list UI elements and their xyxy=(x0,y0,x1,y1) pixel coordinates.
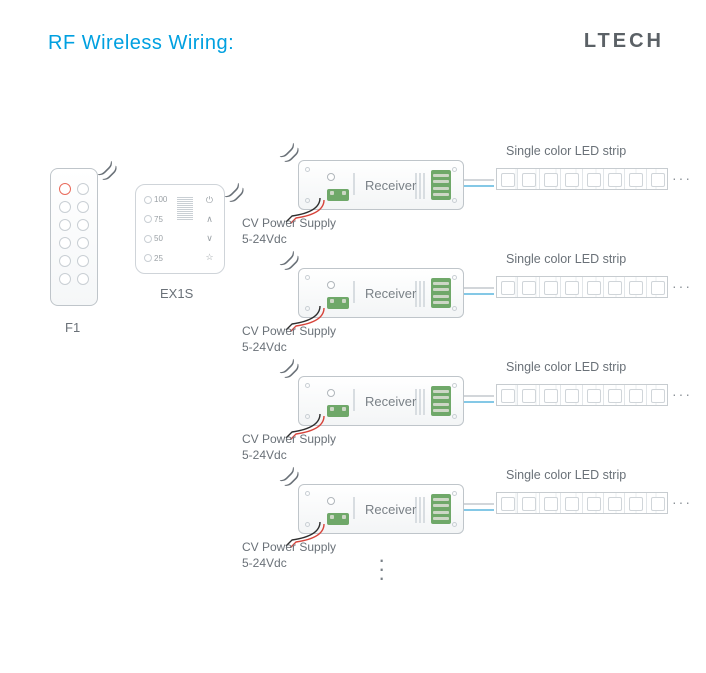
power-supply-label: CV Power Supply5-24Vdc xyxy=(242,540,336,571)
power-port xyxy=(327,189,349,201)
led-strip xyxy=(496,168,668,190)
power-port xyxy=(327,405,349,417)
led-strip-label: Single color LED strip xyxy=(506,360,626,374)
receiver-label: Receiver xyxy=(365,178,416,193)
led-strip-label: Single color LED strip xyxy=(506,252,626,266)
continuation-dots: ··· xyxy=(672,278,692,294)
panel-num: 25 xyxy=(144,254,167,263)
continuation-dots: ··· xyxy=(672,386,692,402)
continuation-dots: ··· xyxy=(672,170,692,186)
receiver-unit: Receiver xyxy=(298,268,464,318)
brand-logo: LTECH xyxy=(584,30,664,53)
diagram-title: RF Wireless Wiring: xyxy=(48,32,234,55)
led-strip xyxy=(496,276,668,298)
receiver-label: Receiver xyxy=(365,286,416,301)
led-strip-label: Single color LED strip xyxy=(506,144,626,158)
receiver-label: Receiver xyxy=(365,394,416,409)
output-port xyxy=(431,494,451,524)
panel-sym: ☆ xyxy=(203,252,216,263)
panel-sym: ∨ xyxy=(203,233,216,244)
panel-sym: ⏻ xyxy=(203,195,216,206)
signal-wire xyxy=(464,498,496,527)
panel-num: 75 xyxy=(144,215,167,224)
led-strip xyxy=(496,492,668,514)
vertical-ellipsis: ··· xyxy=(378,556,385,582)
power-supply-label: CV Power Supply5-24Vdc xyxy=(242,324,336,355)
continuation-dots: ··· xyxy=(672,494,692,510)
output-port xyxy=(431,386,451,416)
led-strip xyxy=(496,384,668,406)
panel-num: 100 xyxy=(144,195,167,204)
power-port xyxy=(327,297,349,309)
wifi-icon: ⟯⟯ xyxy=(96,159,122,185)
receiver-unit: Receiver xyxy=(298,484,464,534)
power-supply-label: CV Power Supply5-24Vdc xyxy=(242,216,336,247)
panel-num: 50 xyxy=(144,234,167,243)
power-port xyxy=(327,513,349,525)
receiver-label: Receiver xyxy=(365,502,416,517)
panel-label: EX1S xyxy=(160,286,193,301)
remote-label: F1 xyxy=(65,320,80,335)
panel-ex1s: 100 75 50 25 ⏻ ∧ ∨ ☆ xyxy=(135,184,225,274)
remote-f1 xyxy=(50,168,98,306)
receiver-unit: Receiver xyxy=(298,376,464,426)
output-port xyxy=(431,170,451,200)
output-port xyxy=(431,278,451,308)
power-supply-label: CV Power Supply5-24Vdc xyxy=(242,432,336,463)
receiver-unit: Receiver xyxy=(298,160,464,210)
wifi-icon: ⟯⟯ xyxy=(223,181,249,207)
signal-wire xyxy=(464,282,496,311)
signal-wire xyxy=(464,174,496,203)
led-strip-label: Single color LED strip xyxy=(506,468,626,482)
panel-sym: ∧ xyxy=(203,214,216,225)
signal-wire xyxy=(464,390,496,419)
